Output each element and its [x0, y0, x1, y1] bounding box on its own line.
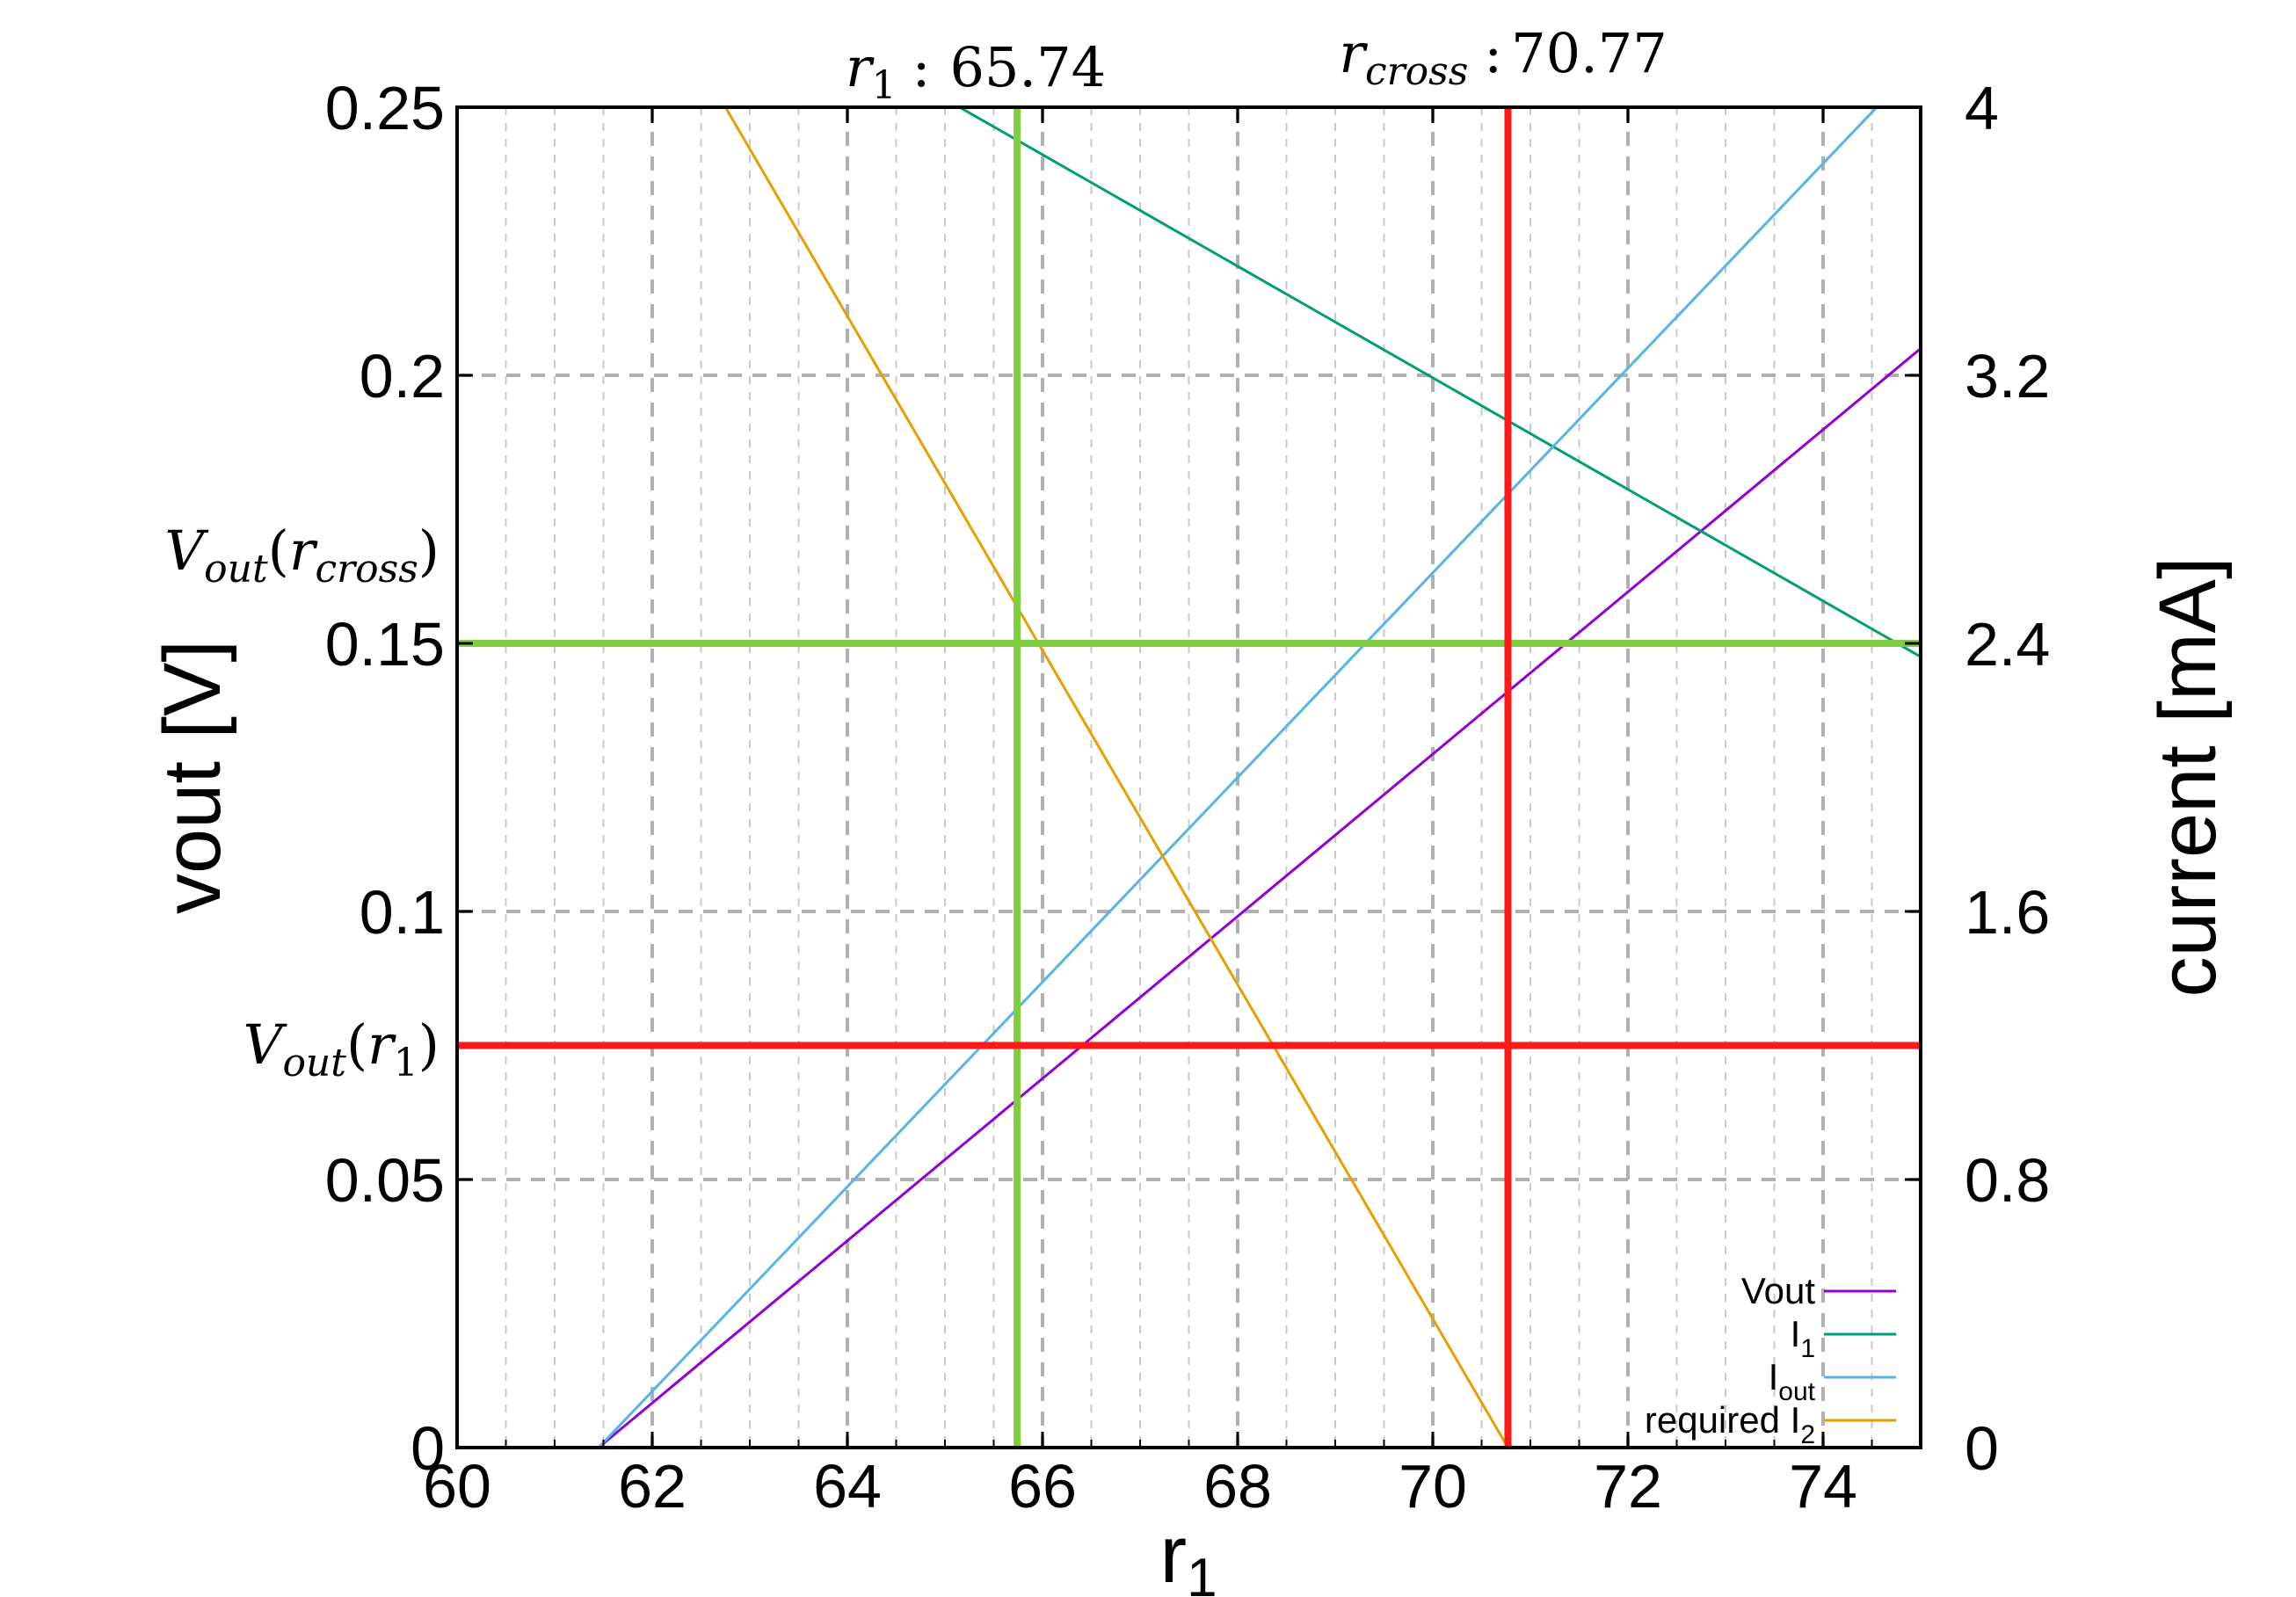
y-left-tick-label: 0 [411, 1414, 445, 1483]
legend-label: Vout [1741, 1270, 1815, 1311]
x-tick-label: 60 [423, 1452, 491, 1521]
x-tick-label: 72 [1594, 1452, 1662, 1521]
x-tick-label: 68 [1203, 1452, 1272, 1521]
marker-lines [457, 107, 1921, 1448]
y-right-axis-title: current [mA] [2143, 556, 2233, 997]
r1-top-annotation: r1:65.74 [846, 35, 1106, 108]
series-group [597, 105, 1922, 1449]
y-right-tick-label: 3.2 [1965, 342, 2050, 410]
y-left-tick-label: 0.05 [325, 1146, 445, 1215]
x-axis-title: r1 [1159, 1510, 1217, 1597]
legend-label: I1 [1791, 1313, 1815, 1363]
series-line-required-i2 [723, 106, 1509, 1448]
y-right-tick-label: 0 [1965, 1414, 1999, 1483]
ticks-group: 60 62 64 66 68 70 72 74 0 0.05 0.1 0.15 0.2 0.25 0 0.8 1… [325, 74, 2051, 1521]
y-right-tick-label: 0.8 [1965, 1146, 2050, 1215]
y-left-tick-label: 0.25 [325, 74, 445, 142]
series-line-iout [597, 105, 1878, 1449]
vout-rcross-annotation: Vout(rcross) [164, 519, 440, 592]
rcross-top-annotation: rcross:70.77 [1339, 21, 1667, 94]
y-left-tick-label: 0.1 [360, 878, 445, 947]
x-tick-label: 70 [1399, 1452, 1467, 1521]
series-line-i1 [958, 105, 1922, 658]
legend-label: required I2 [1645, 1399, 1815, 1449]
x-tick-label: 62 [618, 1452, 687, 1521]
legend-label: Iout [1769, 1356, 1816, 1406]
y-left-tick-label: 0.15 [325, 610, 445, 679]
grid [457, 107, 1921, 1448]
x-tick-label: 74 [1789, 1452, 1857, 1521]
x-tick-label: 66 [1008, 1452, 1077, 1521]
y-right-tick-label: 4 [1965, 74, 1999, 142]
y-left-axis-title: vout [V] [148, 640, 237, 914]
y-left-tick-label: 0.2 [360, 342, 445, 410]
y-right-tick-label: 1.6 [1965, 878, 2050, 947]
x-tick-label: 64 [813, 1452, 882, 1521]
vout-r1-annotation: Vout(r1) [243, 1013, 440, 1085]
y-right-tick-label: 2.4 [1965, 610, 2050, 679]
